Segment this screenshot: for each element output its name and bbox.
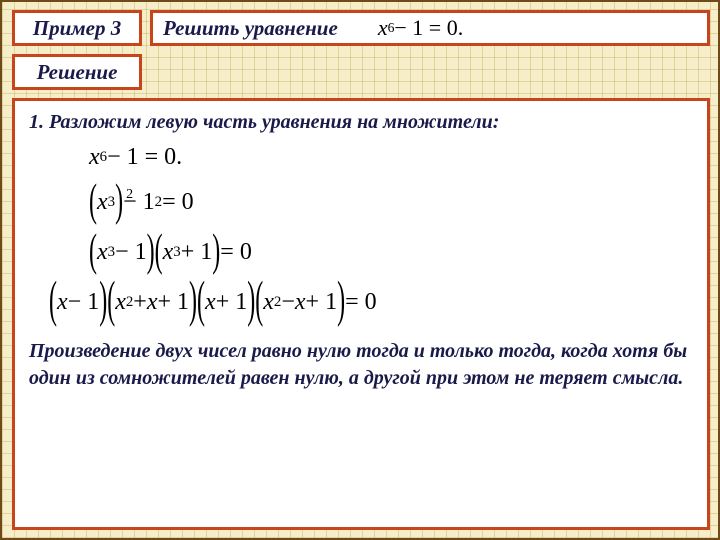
eq3-g1-tail: − 1 — [115, 239, 147, 266]
lparen-icon: ( — [49, 274, 57, 331]
eq2-inner-exp: 3 — [108, 194, 115, 211]
bottom-paragraph: Произведение двух чисел равно нулю тогда… — [29, 338, 693, 392]
eq4-g2-plus1: + — [133, 289, 147, 316]
eq2-eq: = 0 — [162, 189, 194, 216]
eq4-g4-var: x — [263, 289, 274, 316]
equation-block: x6 − 1 = 0. ( x3 ) 2 − 12 = 0 ( x3 − 1 )… — [29, 140, 693, 324]
header-label: Решить уравнение — [163, 16, 338, 41]
equation-line-4: ( x − 1 ) ( x2 + x + 1 ) ( x + 1 ) ( x2 … — [49, 280, 693, 324]
example-title-box: Пример 3 — [12, 10, 142, 46]
eq3-g2-tail: + 1 — [181, 239, 213, 266]
lparen-icon: ( — [197, 274, 205, 331]
eq2-var: x — [97, 189, 108, 216]
rparen-icon: ) — [147, 226, 155, 277]
eq2-group: ( x3 ) 2 — [89, 189, 123, 216]
header-formula: x6 − 1 = 0. — [378, 15, 463, 41]
eq4-eq: = 0 — [345, 289, 377, 316]
eq3-g2-exp: 3 — [173, 244, 180, 261]
eq4-g4-exp: 2 — [274, 294, 281, 311]
eq4-g1-var: x — [57, 289, 68, 316]
rparen-icon: ) — [337, 274, 345, 331]
equation-line-2: ( x3 ) 2 − 12 = 0 — [89, 180, 693, 224]
example-title: Пример 3 — [33, 16, 121, 41]
eq1-tail: − 1 = 0. — [107, 144, 182, 171]
eq4-g2-var: x — [115, 289, 126, 316]
main-content-box: 1. Разложим левую часть уравнения на мно… — [12, 98, 710, 530]
formula-exp: 6 — [388, 20, 395, 36]
lparen-icon: ( — [155, 226, 163, 277]
eq3-g1-var: x — [97, 239, 108, 266]
rparen-icon: ) — [212, 226, 220, 277]
eq4-g4-plus: + 1 — [306, 289, 338, 316]
eq3-g2-var: x — [163, 239, 174, 266]
eq4-g3-var: x — [205, 289, 216, 316]
eq4-g1-tail: − 1 — [68, 289, 100, 316]
lparen-icon: ( — [89, 176, 97, 227]
eq2-outer-exp: 2 — [126, 187, 133, 203]
eq4-g2-plus2: + 1 — [158, 289, 190, 316]
slide-page: Пример 3 Решить уравнение x6 − 1 = 0. Ре… — [0, 0, 720, 540]
step-1-text: 1. Разложим левую часть уравнения на мно… — [29, 111, 693, 134]
formula-tail: − 1 = 0. — [394, 15, 463, 41]
eq4-g2-midvar: x — [147, 289, 158, 316]
formula-var: x — [378, 15, 388, 41]
solution-label-box: Решение — [12, 54, 142, 90]
eq4-g3-tail: + 1 — [216, 289, 248, 316]
eq4-g4-midvar: x — [295, 289, 306, 316]
lparen-icon: ( — [107, 274, 115, 331]
lparen-icon: ( — [89, 226, 97, 277]
eq4-g2-exp: 2 — [126, 294, 133, 311]
eq1-exp: 6 — [100, 149, 107, 166]
header-box: Решить уравнение x6 − 1 = 0. — [150, 10, 710, 46]
eq1-var: x — [89, 144, 100, 171]
eq4-g4-minus: − — [281, 289, 295, 316]
lparen-icon: ( — [255, 274, 263, 331]
rparen-icon: ) — [99, 274, 107, 331]
equation-line-3: ( x3 − 1 ) ( x3 + 1 ) = 0 — [89, 230, 693, 274]
eq3-eq: = 0 — [220, 239, 252, 266]
eq3-g1-exp: 3 — [108, 244, 115, 261]
solution-label: Решение — [37, 60, 118, 85]
rparen-icon: ) — [115, 176, 123, 227]
rparen-icon: ) — [247, 274, 255, 331]
rparen-icon: ) — [189, 274, 197, 331]
equation-line-1: x6 − 1 = 0. — [89, 140, 693, 174]
eq2-minus-exp: 2 — [155, 194, 162, 211]
